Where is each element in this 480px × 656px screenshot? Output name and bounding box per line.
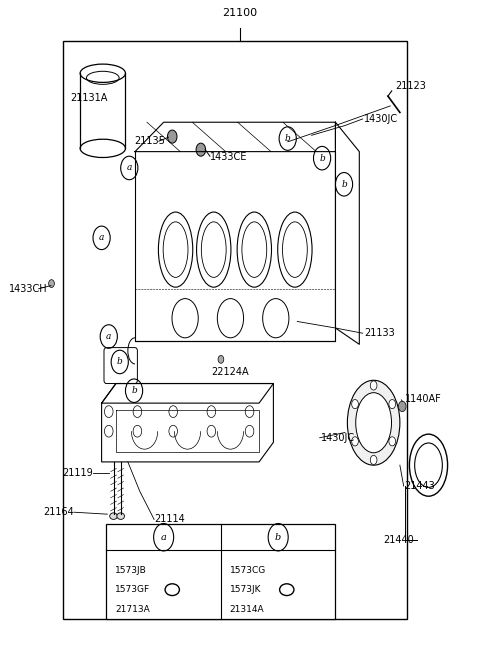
Text: a: a: [161, 533, 167, 542]
Text: 21314A: 21314A: [229, 605, 264, 614]
Circle shape: [168, 130, 177, 143]
Text: 21100: 21100: [222, 8, 258, 18]
Circle shape: [125, 379, 143, 403]
Text: 21440: 21440: [383, 535, 414, 545]
Ellipse shape: [117, 513, 124, 520]
Circle shape: [111, 350, 128, 374]
Text: 21713A: 21713A: [115, 605, 150, 614]
Circle shape: [100, 325, 117, 348]
Text: b: b: [275, 533, 281, 542]
Text: 21164: 21164: [43, 507, 74, 517]
Text: a: a: [99, 234, 104, 242]
Text: 21443: 21443: [405, 481, 435, 491]
Text: 1573JK: 1573JK: [229, 585, 261, 594]
Ellipse shape: [348, 380, 400, 465]
Circle shape: [352, 437, 359, 446]
Bar: [63, 41, 407, 619]
Circle shape: [398, 401, 406, 411]
Circle shape: [313, 146, 331, 170]
Circle shape: [370, 455, 377, 464]
Circle shape: [218, 356, 224, 363]
Circle shape: [389, 437, 396, 446]
Text: 21119: 21119: [62, 468, 93, 478]
Text: b: b: [319, 154, 325, 163]
Text: 1140AF: 1140AF: [405, 394, 442, 403]
Text: b: b: [341, 180, 347, 189]
Text: 22124A: 22124A: [211, 367, 249, 377]
Circle shape: [93, 226, 110, 250]
Text: b: b: [131, 386, 137, 395]
Text: 1433CH: 1433CH: [9, 284, 47, 294]
Text: 1433CE: 1433CE: [210, 152, 248, 162]
Circle shape: [120, 156, 138, 180]
Text: 21123: 21123: [395, 81, 426, 91]
Circle shape: [48, 279, 54, 287]
Text: 21131A: 21131A: [71, 93, 108, 103]
Text: 1430JC: 1430JC: [321, 433, 355, 443]
Circle shape: [370, 381, 377, 390]
Text: a: a: [106, 332, 111, 341]
Text: b: b: [285, 134, 290, 143]
Circle shape: [336, 173, 353, 196]
Text: 1573JB: 1573JB: [115, 565, 147, 575]
Circle shape: [352, 400, 359, 409]
Text: 1573GF: 1573GF: [115, 585, 150, 594]
Text: a: a: [127, 163, 132, 173]
Text: 21133: 21133: [364, 328, 395, 338]
Text: 21114: 21114: [154, 514, 185, 524]
Text: 1573CG: 1573CG: [229, 565, 266, 575]
Circle shape: [389, 400, 396, 409]
Ellipse shape: [110, 513, 117, 520]
Text: b: b: [117, 358, 122, 367]
Bar: [107, 524, 336, 619]
Ellipse shape: [356, 393, 392, 453]
Text: 1430JC: 1430JC: [364, 114, 398, 124]
Circle shape: [279, 127, 296, 150]
Circle shape: [196, 143, 205, 156]
Text: 21135: 21135: [134, 136, 165, 146]
